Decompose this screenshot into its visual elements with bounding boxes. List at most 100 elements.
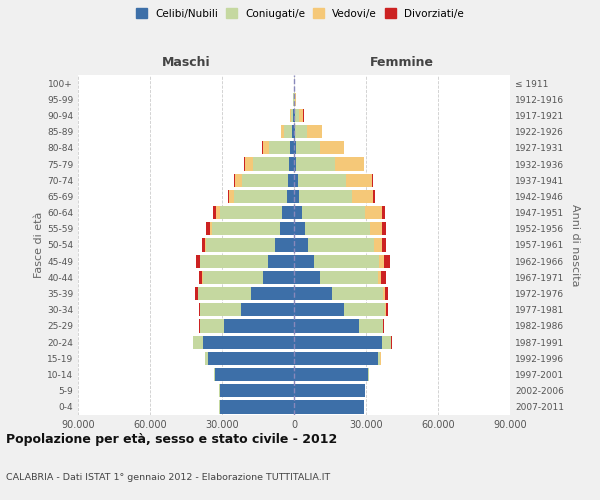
Y-axis label: Fasce di età: Fasce di età xyxy=(34,212,44,278)
Bar xyxy=(282,206,294,220)
Bar xyxy=(275,238,294,252)
Bar xyxy=(199,303,200,316)
Bar xyxy=(382,336,391,349)
Bar xyxy=(294,400,364,413)
Bar xyxy=(294,174,298,187)
Bar xyxy=(296,158,335,170)
Bar xyxy=(208,352,294,365)
Bar xyxy=(284,125,292,138)
Legend: Celibi/Nubili, Coniugati/e, Vedovi/e, Divorziati/e: Celibi/Nubili, Coniugati/e, Vedovi/e, Di… xyxy=(133,5,467,21)
Bar xyxy=(320,141,344,154)
Y-axis label: Anni di nascita: Anni di nascita xyxy=(569,204,580,286)
Bar xyxy=(302,206,365,220)
Bar xyxy=(242,174,288,187)
Bar xyxy=(206,238,275,252)
Bar xyxy=(294,125,295,138)
Bar xyxy=(320,270,378,284)
Bar xyxy=(295,125,307,138)
Bar xyxy=(196,254,200,268)
Bar xyxy=(294,238,308,252)
Bar xyxy=(378,270,381,284)
Bar xyxy=(305,222,370,235)
Bar xyxy=(290,141,294,154)
Bar xyxy=(295,92,296,106)
Bar xyxy=(289,158,294,170)
Bar xyxy=(205,238,206,252)
Bar xyxy=(294,270,320,284)
Bar xyxy=(382,206,385,220)
Bar xyxy=(195,287,197,300)
Bar xyxy=(251,287,294,300)
Bar xyxy=(203,336,294,349)
Bar xyxy=(193,336,203,349)
Bar xyxy=(224,320,294,332)
Bar xyxy=(365,206,382,220)
Bar xyxy=(294,254,314,268)
Bar xyxy=(294,158,296,170)
Bar xyxy=(288,174,294,187)
Bar xyxy=(373,190,374,203)
Bar xyxy=(294,384,365,398)
Bar xyxy=(269,141,290,154)
Bar xyxy=(200,303,241,316)
Bar xyxy=(295,109,299,122)
Bar xyxy=(199,320,200,332)
Bar xyxy=(335,158,364,170)
Bar xyxy=(199,270,202,284)
Bar xyxy=(383,287,385,300)
Bar xyxy=(210,222,212,235)
Bar xyxy=(281,125,284,138)
Bar xyxy=(294,206,302,220)
Bar xyxy=(202,238,205,252)
Bar xyxy=(203,270,263,284)
Bar xyxy=(294,190,299,203)
Bar xyxy=(378,352,380,365)
Bar xyxy=(314,254,379,268)
Bar xyxy=(294,109,295,122)
Bar xyxy=(293,109,294,122)
Bar xyxy=(234,174,235,187)
Text: Femmine: Femmine xyxy=(370,56,434,70)
Bar xyxy=(253,158,289,170)
Bar xyxy=(294,368,368,381)
Bar xyxy=(200,254,268,268)
Bar xyxy=(216,206,220,220)
Bar xyxy=(268,254,294,268)
Bar xyxy=(332,287,383,300)
Bar xyxy=(359,320,383,332)
Bar xyxy=(344,303,385,316)
Bar xyxy=(206,222,210,235)
Bar xyxy=(385,303,386,316)
Bar xyxy=(307,125,322,138)
Bar xyxy=(235,174,242,187)
Bar xyxy=(280,222,294,235)
Bar xyxy=(200,320,224,332)
Bar xyxy=(385,287,388,300)
Bar xyxy=(308,238,374,252)
Bar xyxy=(294,303,344,316)
Bar xyxy=(263,270,294,284)
Bar xyxy=(294,352,378,365)
Bar xyxy=(220,400,294,413)
Bar xyxy=(382,222,386,235)
Bar xyxy=(374,238,382,252)
Bar xyxy=(205,352,208,365)
Bar xyxy=(386,303,388,316)
Bar xyxy=(287,190,294,203)
Bar xyxy=(299,109,304,122)
Bar xyxy=(213,206,216,220)
Bar xyxy=(370,222,382,235)
Text: CALABRIA - Dati ISTAT 1° gennaio 2012 - Elaborazione TUTTITALIA.IT: CALABRIA - Dati ISTAT 1° gennaio 2012 - … xyxy=(6,473,330,482)
Bar xyxy=(384,254,390,268)
Text: Maschi: Maschi xyxy=(161,56,211,70)
Bar xyxy=(352,190,373,203)
Bar xyxy=(294,320,359,332)
Bar xyxy=(229,190,234,203)
Bar xyxy=(382,238,386,252)
Bar xyxy=(294,141,296,154)
Bar xyxy=(379,254,384,268)
Bar xyxy=(381,270,386,284)
Bar xyxy=(298,174,346,187)
Bar xyxy=(292,125,294,138)
Bar xyxy=(291,109,293,122)
